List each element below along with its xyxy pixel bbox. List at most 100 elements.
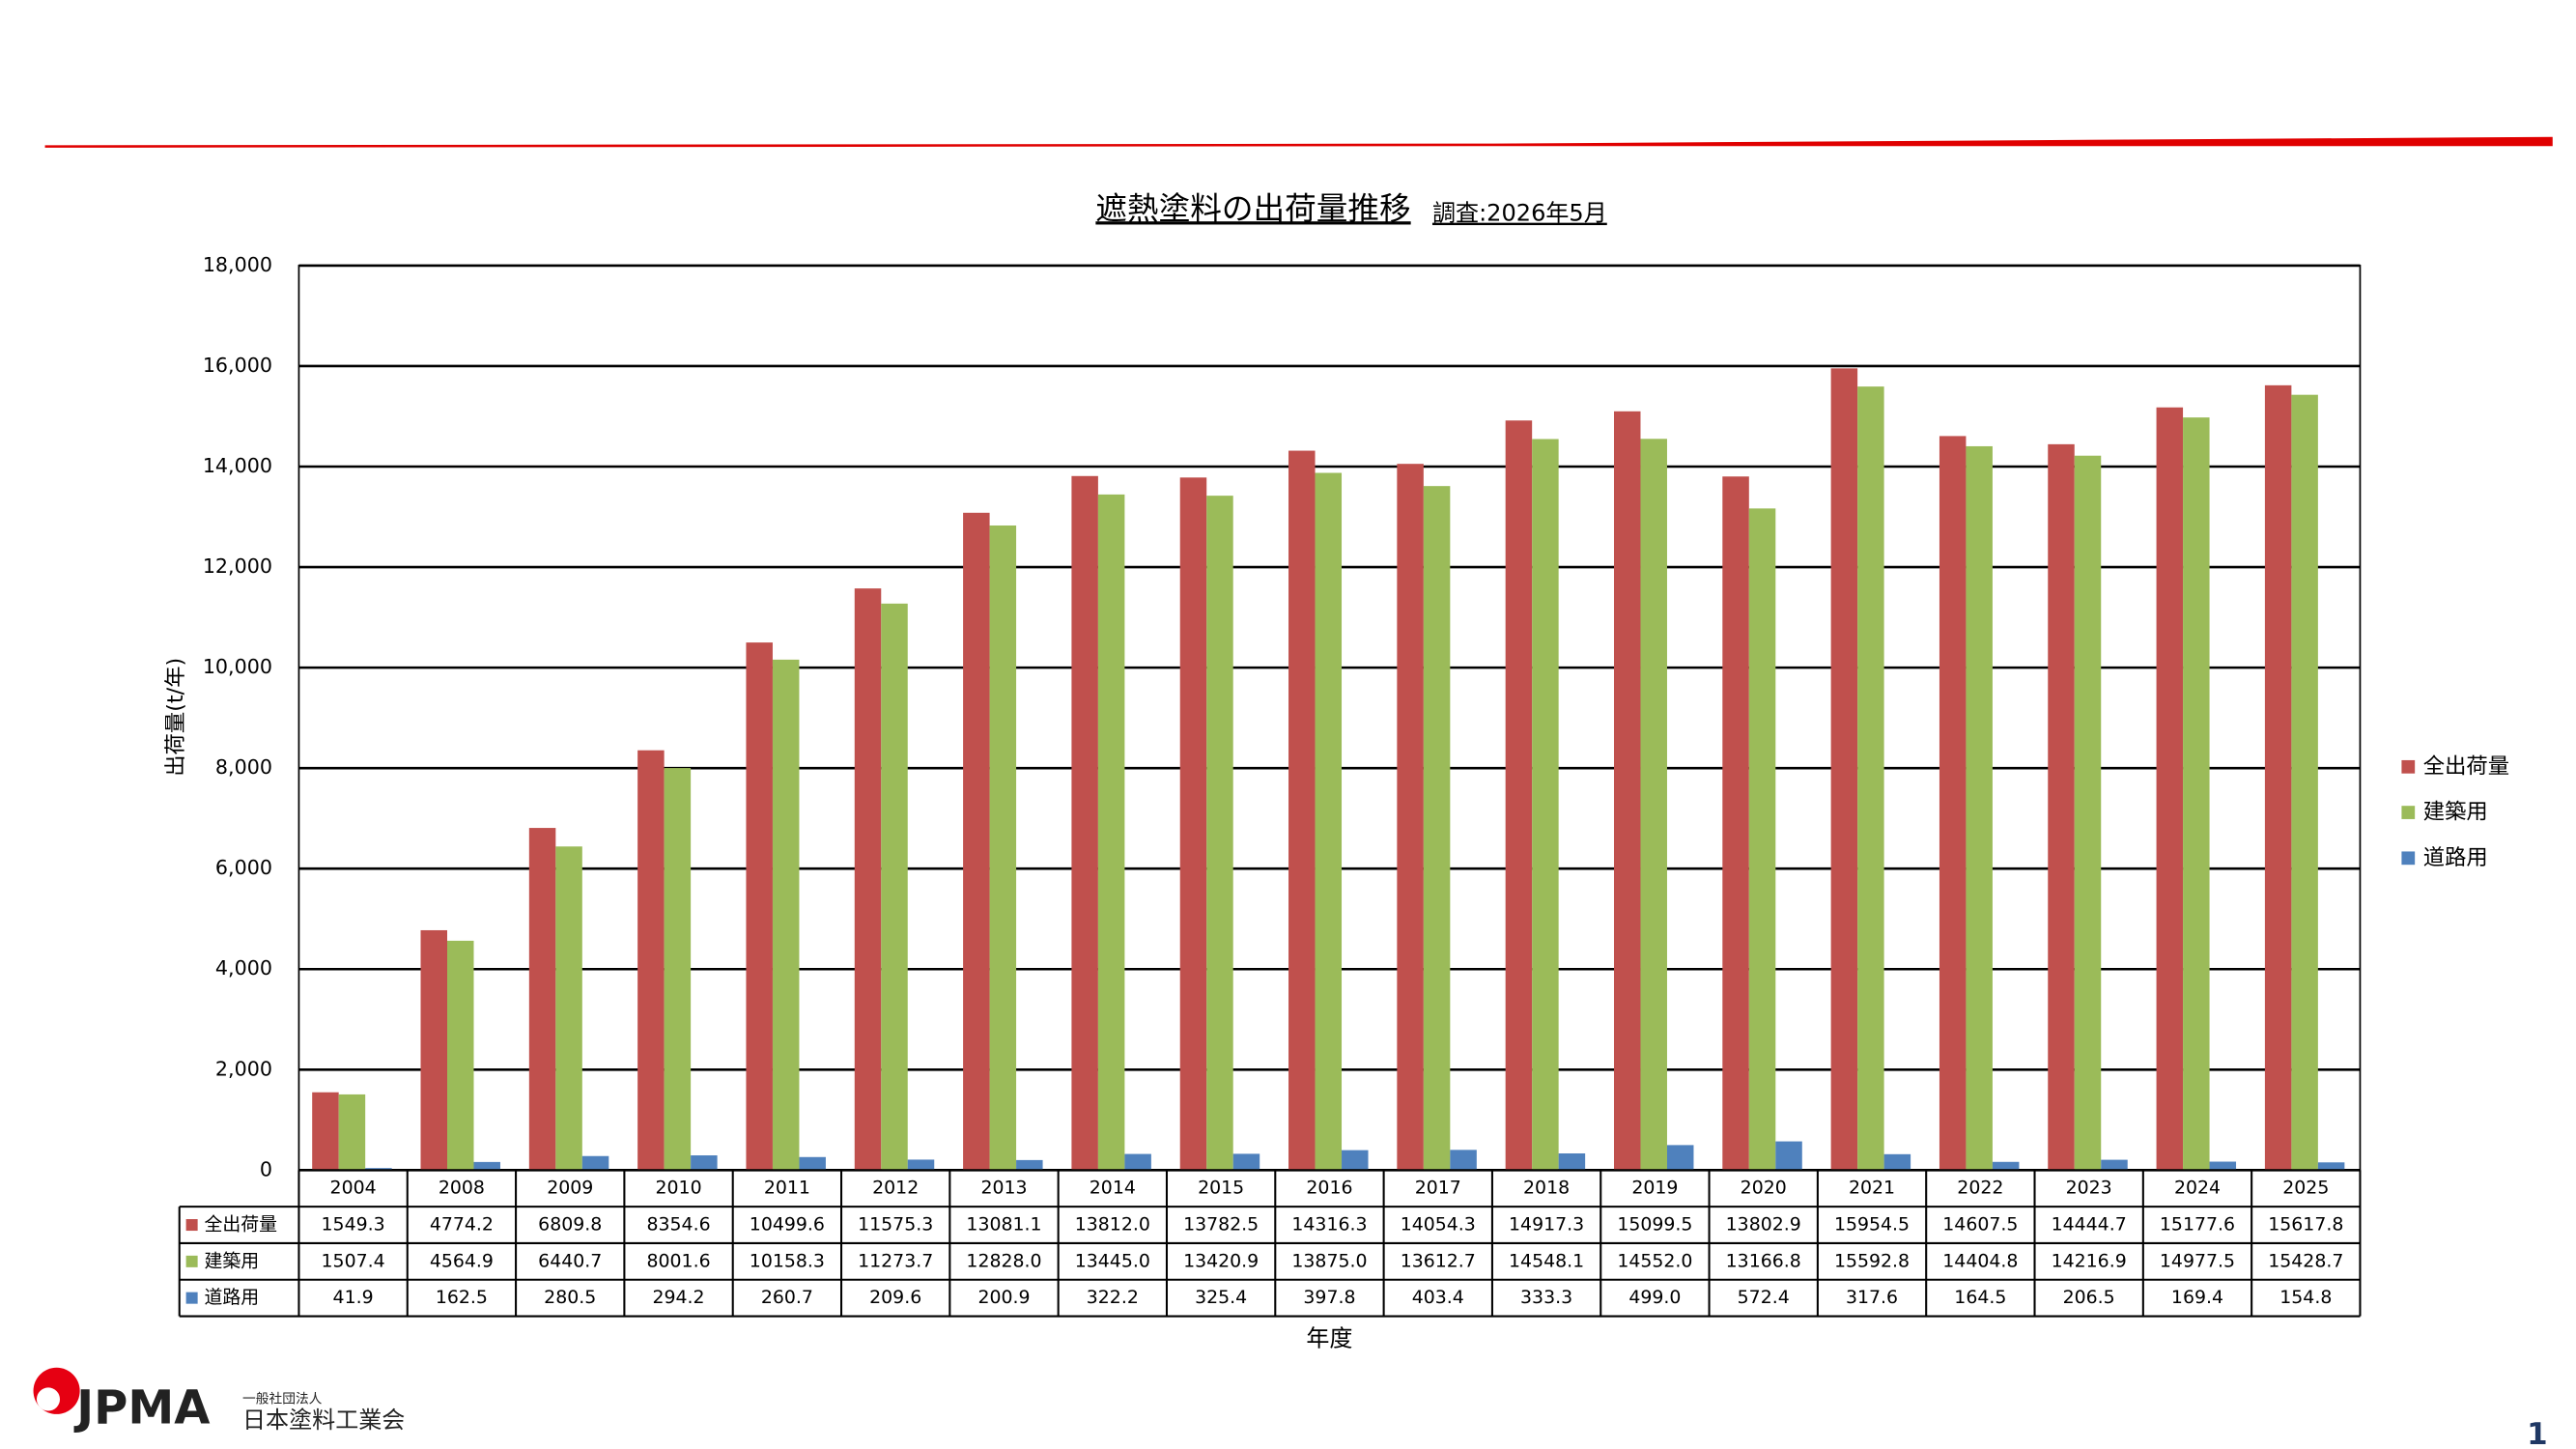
bar	[2317, 1162, 2345, 1171]
x-tick-label: 2016	[1306, 1178, 1352, 1199]
bar	[1857, 386, 1884, 1171]
bar	[907, 1159, 935, 1171]
bar	[1505, 420, 1533, 1171]
bar	[473, 1161, 500, 1171]
bar	[1206, 496, 1233, 1171]
bar	[1179, 477, 1207, 1171]
table-value: 325.4	[1195, 1287, 1247, 1308]
table-value: 164.5	[1954, 1287, 2006, 1308]
bar	[1722, 476, 1749, 1171]
table-value: 200.9	[977, 1287, 1030, 1308]
x-tick-label: 2008	[439, 1178, 485, 1199]
bar	[772, 659, 800, 1171]
y-tick-label: 16,000	[203, 354, 272, 377]
table-value: 14977.5	[2160, 1250, 2235, 1271]
bar	[1124, 1153, 1151, 1171]
table-value: 15428.7	[2268, 1250, 2343, 1271]
table-value: 317.6	[1846, 1287, 1898, 1308]
header-rule	[44, 136, 2553, 148]
bar	[1232, 1153, 1260, 1171]
table-value: 8001.6	[646, 1250, 710, 1271]
y-tick-label: 2,000	[215, 1057, 272, 1080]
table-value: 13612.7	[1401, 1250, 1476, 1271]
table-value: 14917.3	[1509, 1214, 1584, 1236]
table-value: 13420.9	[1183, 1250, 1259, 1271]
table-value: 13081.1	[966, 1214, 1041, 1236]
table-row-label: 全出荷量	[205, 1214, 278, 1236]
bar	[637, 750, 665, 1171]
bar	[963, 512, 990, 1171]
table-value: 14444.7	[2052, 1214, 2127, 1236]
legend-label: 建築用	[2423, 800, 2488, 825]
x-tick-label: 2020	[1741, 1178, 1787, 1199]
table-value: 10158.3	[750, 1250, 825, 1271]
legend-key	[2401, 759, 2416, 774]
table-value: 206.5	[2063, 1287, 2115, 1308]
x-tick-label: 2012	[872, 1178, 919, 1199]
table-value: 397.8	[1303, 1287, 1355, 1308]
bar	[1558, 1153, 1586, 1171]
x-tick-label: 2019	[1631, 1178, 1678, 1199]
x-tick-label: 2009	[547, 1178, 593, 1199]
bar	[1748, 508, 1776, 1171]
bar	[1939, 436, 1967, 1171]
table-value: 8354.6	[646, 1214, 710, 1236]
y-tick-label: 10,000	[203, 655, 272, 678]
x-tick-label: 2014	[1090, 1178, 1136, 1199]
bar	[1071, 475, 1098, 1171]
bar	[854, 588, 882, 1171]
bar	[2264, 384, 2292, 1171]
bar	[1097, 494, 1125, 1171]
y-tick-label: 18,000	[203, 253, 272, 276]
table-value: 154.8	[2279, 1287, 2332, 1308]
logo: JPMA 一般社団法人 日本塗料工業会	[33, 1367, 405, 1435]
legend-key	[2401, 806, 2416, 819]
legend-label: 道路用	[2423, 845, 2488, 870]
organization-type: 一般社団法人	[242, 1391, 323, 1406]
x-tick-label: 2004	[330, 1178, 377, 1199]
chart-title: 遮熱塗料の出荷量推移	[1095, 190, 1410, 227]
y-tick-label: 4,000	[215, 956, 272, 980]
chart-subtitle: 調査:2026年5月	[1432, 200, 1607, 227]
table-value: 15592.8	[1834, 1250, 1910, 1271]
bar	[581, 1155, 609, 1171]
bar	[1830, 368, 1858, 1171]
bar	[446, 940, 474, 1171]
x-tick-label: 2017	[1415, 1178, 1461, 1199]
table-value: 499.0	[1628, 1287, 1681, 1308]
table-value: 13802.9	[1726, 1214, 1801, 1236]
bar	[746, 642, 773, 1171]
table-value: 12828.0	[966, 1250, 1041, 1271]
logo-text: JPMA	[73, 1380, 210, 1435]
x-tick-label: 2024	[2174, 1178, 2221, 1199]
bar	[1883, 1153, 1911, 1171]
table-value: 260.7	[761, 1287, 813, 1308]
bar	[365, 1168, 392, 1171]
legend-key	[2401, 851, 2416, 866]
x-axis-label: 年度	[1306, 1325, 1352, 1352]
table-value: 169.4	[2171, 1287, 2223, 1308]
bar	[989, 525, 1017, 1171]
y-tick-label: 8,000	[215, 755, 272, 779]
table-value: 1507.4	[322, 1250, 385, 1271]
bar	[1532, 439, 1559, 1171]
table-value: 403.4	[1412, 1287, 1464, 1308]
bar	[2156, 407, 2184, 1171]
y-axis-label: 出荷量(t/年)	[163, 658, 188, 777]
table-value: 6440.7	[538, 1250, 602, 1271]
table-value: 572.4	[1738, 1287, 1790, 1308]
table-value: 13875.0	[1291, 1250, 1367, 1271]
x-tick-label: 2025	[2282, 1178, 2329, 1199]
table-value: 14316.3	[1291, 1214, 1367, 1236]
table-value: 13782.5	[1183, 1214, 1259, 1236]
table-value: 14552.0	[1617, 1250, 1692, 1271]
bar	[2209, 1161, 2237, 1171]
table-value: 41.9	[333, 1287, 374, 1308]
bar	[1966, 445, 1993, 1171]
table-value: 4564.9	[430, 1250, 494, 1271]
bar	[664, 768, 692, 1171]
bar	[1450, 1150, 1477, 1171]
bar	[881, 603, 908, 1171]
bar	[1640, 439, 1667, 1171]
table-value: 4774.2	[430, 1214, 494, 1236]
